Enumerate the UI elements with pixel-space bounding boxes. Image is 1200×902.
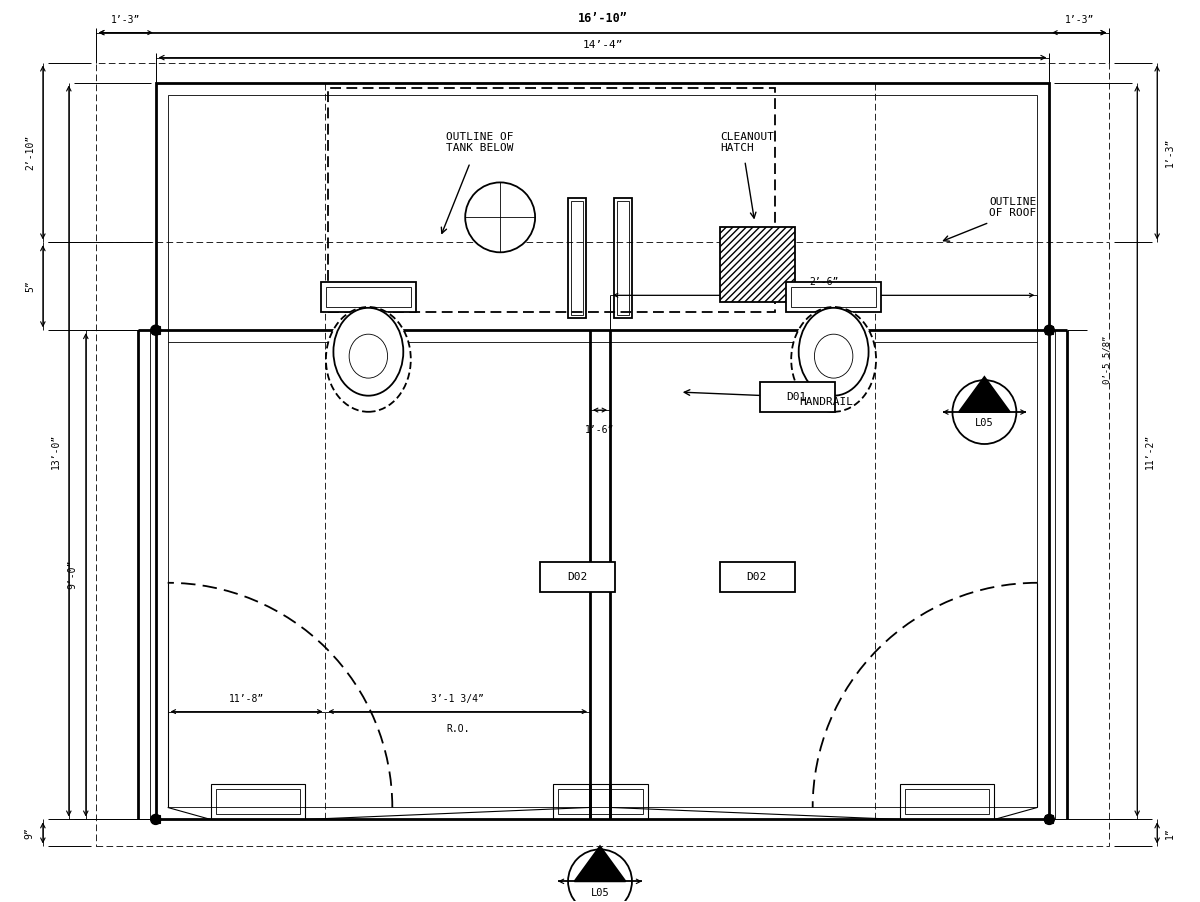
Text: 2’-10”: 2’-10” [25, 134, 35, 170]
Ellipse shape [815, 334, 853, 378]
Bar [791, 287, 876, 308]
Bar [568, 198, 586, 318]
Text: OUTLINE
OF ROOF: OUTLINE OF ROOF [989, 197, 1037, 218]
Bar [151, 815, 160, 824]
Bar [760, 382, 835, 412]
Bar [211, 785, 306, 819]
Ellipse shape [791, 307, 876, 412]
Bar [329, 87, 775, 312]
Text: L05: L05 [976, 419, 994, 428]
Text: 5”: 5” [25, 281, 35, 292]
Bar [96, 62, 1109, 846]
Text: 14’-4”: 14’-4” [582, 40, 623, 50]
Polygon shape [959, 377, 1010, 412]
Circle shape [953, 380, 1016, 444]
Text: 1’-3”: 1’-3” [1165, 138, 1175, 167]
Bar [168, 95, 1037, 807]
Circle shape [1044, 815, 1055, 824]
Ellipse shape [326, 307, 410, 412]
Text: 1’-3”: 1’-3” [1064, 14, 1094, 24]
Bar [614, 198, 632, 318]
Bar [320, 282, 415, 312]
Bar [900, 785, 995, 819]
Text: CLEANOUT
HATCH: CLEANOUT HATCH [720, 132, 774, 153]
Bar [540, 562, 614, 592]
Text: 13’-0”: 13’-0” [50, 433, 61, 469]
Circle shape [466, 182, 535, 253]
Text: 16’-10”: 16’-10” [577, 12, 628, 24]
Text: 11’-8”: 11’-8” [229, 694, 264, 704]
Bar [216, 789, 300, 815]
Text: D02: D02 [746, 572, 767, 582]
Ellipse shape [349, 334, 388, 378]
Text: 9’-0”: 9’-0” [68, 560, 78, 590]
Bar [553, 785, 648, 819]
Text: 9”: 9” [25, 827, 35, 839]
Text: 1”: 1” [1165, 827, 1175, 839]
Bar [617, 201, 629, 315]
Text: L05: L05 [590, 888, 610, 897]
Text: 3’-1 3/4”: 3’-1 3/4” [431, 694, 484, 704]
Circle shape [568, 850, 632, 902]
Text: R.O.: R.O. [446, 723, 469, 733]
Text: 1’-6”: 1’-6” [586, 425, 614, 435]
Text: HANDRAIL: HANDRAIL [799, 397, 853, 407]
Text: D01: D01 [786, 392, 806, 402]
Text: 1’-3”: 1’-3” [112, 14, 140, 24]
Bar [720, 562, 794, 592]
Text: 2: 2 [596, 866, 604, 880]
Circle shape [151, 815, 161, 824]
Bar [151, 327, 160, 334]
Text: OUTLINE OF
TANK BELOW: OUTLINE OF TANK BELOW [446, 132, 514, 153]
Text: 2’-6”: 2’-6” [809, 277, 839, 287]
Circle shape [1044, 326, 1055, 336]
Bar [1045, 327, 1054, 334]
Bar [571, 201, 583, 315]
Bar [156, 83, 1049, 819]
Text: D02: D02 [566, 572, 587, 582]
Circle shape [151, 326, 161, 336]
Text: 0’-5 5/8”: 0’-5 5/8” [1103, 336, 1111, 384]
Bar [905, 789, 989, 815]
Ellipse shape [799, 308, 869, 396]
Text: 1: 1 [980, 397, 989, 411]
Bar [720, 227, 794, 302]
Bar [1045, 815, 1054, 824]
Bar [786, 282, 881, 312]
Text: 11’-2”: 11’-2” [1145, 433, 1156, 469]
Ellipse shape [334, 308, 403, 396]
Bar [558, 789, 643, 815]
Bar [326, 287, 410, 308]
Polygon shape [575, 846, 625, 881]
